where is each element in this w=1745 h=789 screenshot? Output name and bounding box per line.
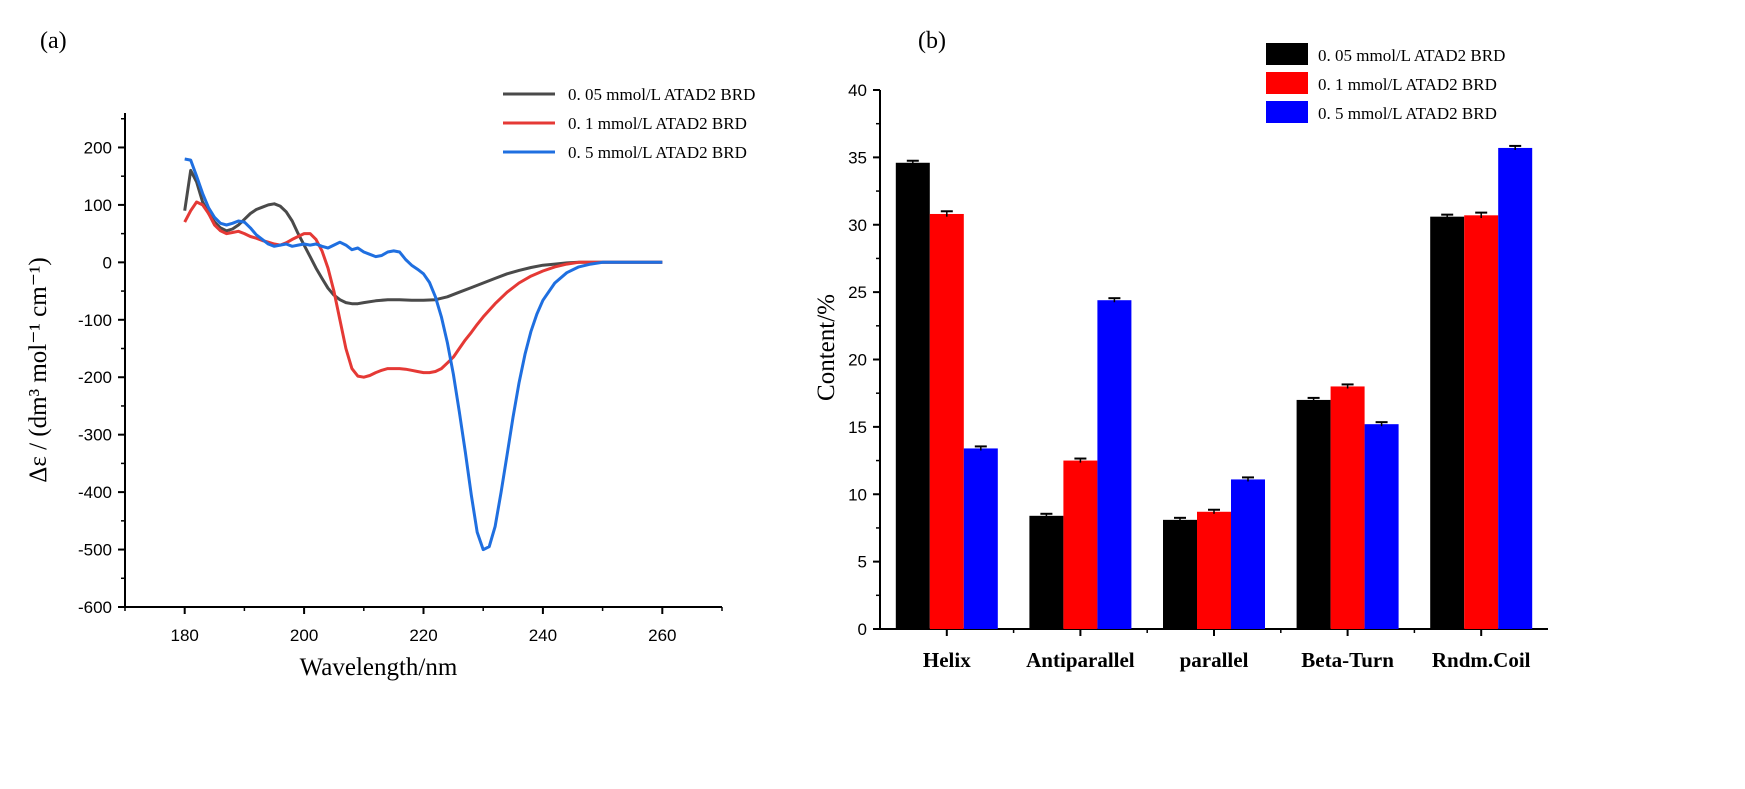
y-tick-label: 5 [858,553,867,572]
y-tick-label: -600 [78,598,112,617]
bar [1464,215,1499,629]
bar [1498,147,1533,629]
bar [1097,300,1132,629]
legend-label: 0. 5 mmol/L ATAD2 BRD [1318,104,1497,123]
legend: 0. 05 mmol/L ATAD2 BRD 0. 1 mmol/L ATAD2 … [1266,43,1505,123]
y-tick-label: 15 [848,418,867,437]
y-tick-label: -500 [78,541,112,560]
secondary-structure-chart: 0 5 10 15 20 25 30 35 40 Helix Antiparallel paralle… [813,43,1548,672]
legend-label: 0. 1 mmol/L ATAD2 BRD [568,114,747,133]
bar [929,213,964,629]
bar [1029,515,1064,629]
x-tick-label: Beta-Turn [1301,648,1394,672]
legend-swatch [1266,101,1308,123]
legend-swatch [1266,72,1308,94]
legend-label: 0. 1 mmol/L ATAD2 BRD [1318,75,1497,94]
x-tick-label: 200 [290,626,318,645]
x-tick-label: 240 [529,626,557,645]
y-tick-label: -300 [78,426,112,445]
x-tick-label: Rndm.Coil [1432,648,1531,672]
y-axis-label: Content/% [813,294,840,401]
x-tick-label: 260 [648,626,676,645]
y-tick-label: 35 [848,148,867,167]
bar [1063,460,1098,629]
legend-label: 0. 5 mmol/L ATAD2 BRD [568,143,747,162]
y-tick-label: 200 [84,138,112,157]
bar [1430,216,1465,630]
legend: 0. 05 mmol/L ATAD2 BRD 0. 1 mmol/L ATAD2 … [503,85,755,162]
y-tick-label: -100 [78,311,112,330]
x-tick-label: parallel [1180,648,1249,672]
x-tick-label: Helix [923,648,971,672]
bar [1330,386,1365,629]
cd-spectrum-chart: 200 100 0 -100 -200 -300 -400 -500 -600 180 200 220… [25,85,755,681]
x-tick-label: Antiparallel [1026,648,1135,672]
y-tick-label: 40 [848,81,867,100]
y-tick-label: 0 [103,253,112,272]
bar [1197,511,1231,629]
bar [895,162,930,629]
x-tick-label: 220 [409,626,437,645]
bar [1364,424,1399,629]
series-line [184,157,663,552]
bar [1296,399,1331,629]
series-line [183,168,663,306]
bars [895,144,1533,630]
panel-label-b: (b) [918,28,946,54]
legend-label: 0. 05 mmol/L ATAD2 BRD [1318,46,1505,65]
series-lines [183,157,663,552]
legend-label: 0. 05 mmol/L ATAD2 BRD [568,85,755,104]
y-axis-label: Δε / (dm³ mol⁻¹ cm⁻¹) [25,257,52,482]
y-tick-label: -400 [78,483,112,502]
panel-label-a: (a) [40,28,67,54]
y-tick-label: -200 [78,368,112,387]
axes: 200 100 0 -100 -200 -300 -400 -500 -600 180 200 220… [78,113,723,645]
y-tick-label: 25 [848,283,867,302]
x-tick-label: 180 [171,626,199,645]
bar [1163,519,1197,629]
y-tick-label: 0 [858,620,867,639]
bar [963,448,998,629]
legend-swatch [1266,43,1308,65]
series-line [183,200,663,379]
y-tick-label: 30 [848,216,867,235]
y-tick-label: 20 [848,351,867,370]
y-tick-label: 100 [84,196,112,215]
y-tick-label: 10 [848,485,867,504]
x-axis-label: Wavelength/nm [300,654,458,681]
bar [1231,479,1265,629]
